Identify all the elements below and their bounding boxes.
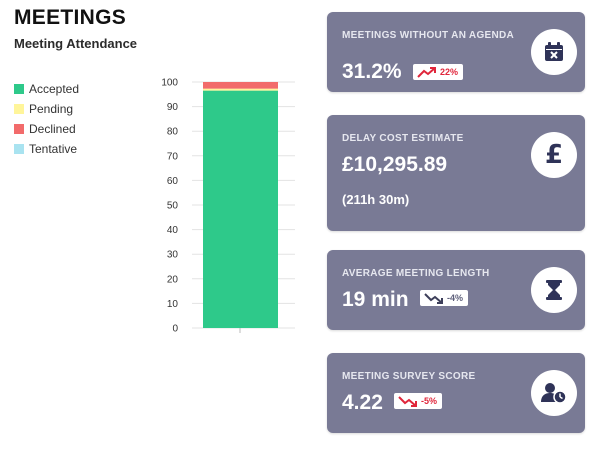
legend-label: Pending xyxy=(29,102,74,116)
kpi-card-no-agenda[interactable]: MEETINGS WITHOUT AN AGENDA 31.2% 22% xyxy=(327,12,585,92)
y-tick-label: 10 xyxy=(167,299,179,310)
card-value: 4.22 xyxy=(342,391,383,414)
y-tick-label: 80 xyxy=(167,127,179,138)
legend-label: Tentative xyxy=(29,142,78,156)
y-tick-label: 40 xyxy=(167,225,179,236)
y-tick-label: 50 xyxy=(167,201,179,212)
legend-item-accepted[interactable]: Accepted xyxy=(14,79,79,99)
legend-item-pending[interactable]: Pending xyxy=(14,99,79,119)
pound-glyph: £ xyxy=(544,140,564,170)
trend-badge-text: 22% xyxy=(440,67,459,77)
legend-swatch-pending xyxy=(14,104,24,114)
card-label: MEETINGS WITHOUT AN AGENDA xyxy=(342,30,515,41)
attendance-bar-chart: 0 10 20 30 40 50 60 70 80 90 100 xyxy=(161,78,295,335)
kpi-card-delay-cost[interactable]: DELAY COST ESTIMATE £10,295.89 (211h 30m… xyxy=(327,115,585,231)
trend-badge-text: -4% xyxy=(447,293,464,303)
card-label: MEETING SURVEY SCORE xyxy=(342,371,476,382)
kpi-card-meeting-length[interactable]: AVERAGE MEETING LENGTH 19 min -4% xyxy=(327,250,585,330)
legend-item-tentative[interactable]: Tentative xyxy=(14,139,79,159)
trend-down-icon xyxy=(424,292,443,304)
card-subvalue: (211h 30m) xyxy=(342,192,410,207)
card-label: AVERAGE MEETING LENGTH xyxy=(342,268,490,279)
legend-swatch-tentative xyxy=(14,144,24,154)
card-label: DELAY COST ESTIMATE xyxy=(342,133,464,144)
pound-icon: £ xyxy=(531,132,577,178)
trend-badge: -4% xyxy=(420,290,469,306)
card-value: 31.2% xyxy=(342,60,402,83)
y-tick-label: 100 xyxy=(161,78,178,89)
y-tick-label: 20 xyxy=(167,274,179,285)
y-tick-label: 60 xyxy=(167,176,179,187)
kpi-card-survey-score[interactable]: MEETING SURVEY SCORE 4.22 -5% xyxy=(327,353,585,433)
chart-subtitle: Meeting Attendance xyxy=(14,36,138,51)
chart-legend: Accepted Pending Declined Tentative xyxy=(14,79,79,159)
legend-label: Accepted xyxy=(29,82,80,96)
card-value: £10,295.89 xyxy=(342,153,448,176)
y-tick-label: 0 xyxy=(172,324,178,335)
legend-item-declined[interactable]: Declined xyxy=(14,119,79,139)
hourglass-icon xyxy=(531,267,577,313)
bar-segment-declined xyxy=(203,82,278,89)
legend-swatch-declined xyxy=(14,124,24,134)
bar-segment-pending xyxy=(203,88,278,91)
y-tick-label: 70 xyxy=(167,151,179,162)
user-clock-icon xyxy=(531,370,577,416)
card-value: 19 min xyxy=(342,288,409,311)
trend-badge: -5% xyxy=(394,393,443,409)
legend-label: Declined xyxy=(29,122,76,136)
trend-up-icon xyxy=(417,66,436,78)
bar-segment-accepted xyxy=(203,90,278,328)
y-tick-label: 30 xyxy=(167,250,179,261)
trend-badge: 22% xyxy=(413,64,464,80)
calendar-x-icon xyxy=(531,29,577,75)
trend-badge-text: -5% xyxy=(421,396,438,406)
page-title: MEETINGS xyxy=(14,6,127,29)
legend-swatch-accepted xyxy=(14,84,24,94)
trend-down-icon xyxy=(398,395,417,407)
y-tick-label: 90 xyxy=(167,102,179,113)
